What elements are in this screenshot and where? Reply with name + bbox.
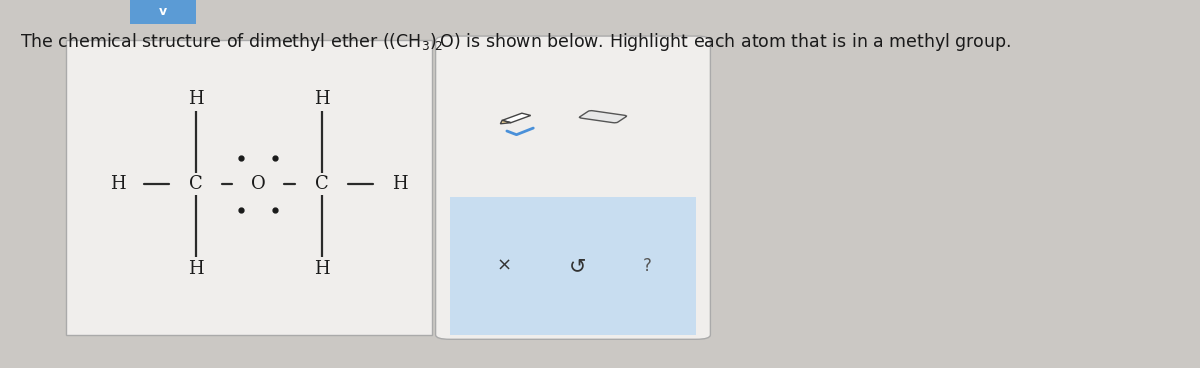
Text: O: O: [251, 175, 265, 193]
Text: H: H: [313, 260, 330, 277]
Text: ↺: ↺: [569, 256, 587, 276]
FancyBboxPatch shape: [66, 40, 432, 335]
Text: H: H: [187, 260, 204, 277]
Text: H: H: [187, 91, 204, 108]
Text: H: H: [109, 175, 126, 193]
Text: C: C: [188, 175, 203, 193]
Polygon shape: [500, 120, 511, 124]
Text: H: H: [391, 175, 408, 193]
FancyBboxPatch shape: [502, 113, 530, 123]
Text: v: v: [158, 6, 167, 18]
Text: H: H: [313, 91, 330, 108]
FancyBboxPatch shape: [130, 0, 196, 24]
Text: The chemical structure of dimethyl ether $\left(\left(\mathrm{CH_3}\right)_{\!2}: The chemical structure of dimethyl ether…: [20, 31, 1012, 53]
Text: C: C: [314, 175, 329, 193]
FancyBboxPatch shape: [580, 111, 626, 123]
FancyBboxPatch shape: [450, 197, 696, 335]
Text: ?: ?: [642, 257, 652, 275]
Text: ×: ×: [497, 257, 511, 275]
FancyBboxPatch shape: [436, 36, 710, 339]
